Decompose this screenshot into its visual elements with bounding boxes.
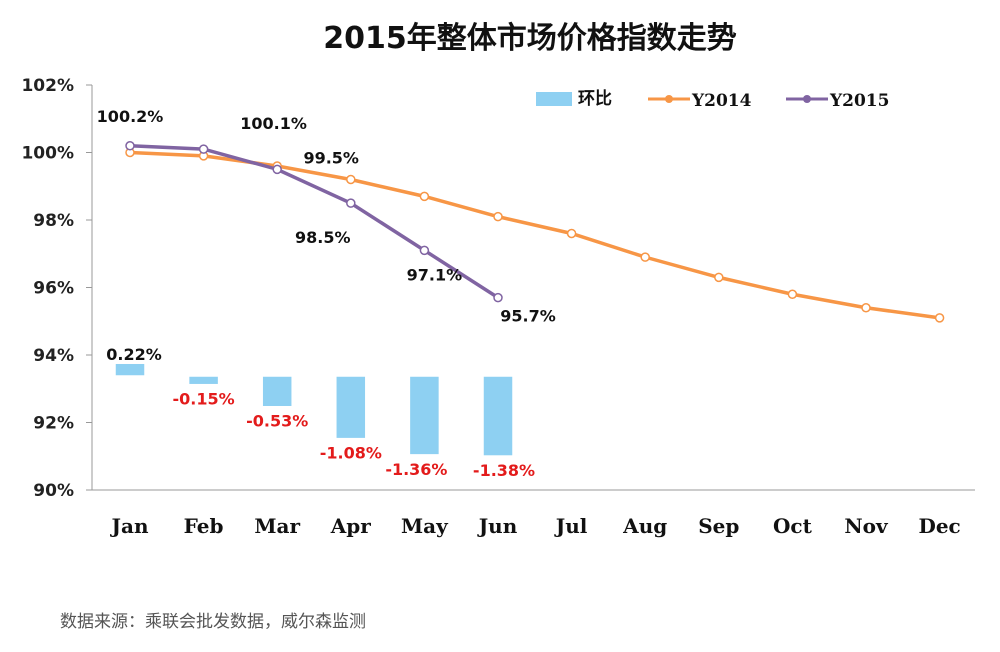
point-y2014 [934, 313, 945, 323]
bar-mom-jun [482, 375, 514, 457]
x-tick-label: May [401, 514, 449, 538]
line-y2014 [129, 150, 940, 320]
point-y2014 [419, 191, 430, 202]
source-note: 数据来源：乘联会批发数据，威尔森监测 [60, 612, 366, 632]
x-tick-label: Mar [254, 514, 300, 538]
bar-mom-feb [187, 375, 220, 386]
x-tick-label: Dec [918, 514, 960, 538]
y2015-data-label: 97.1% [407, 265, 463, 284]
bar-mom-may [408, 375, 441, 456]
x-tick-label: Nov [844, 514, 889, 538]
point-y2015 [198, 144, 209, 154]
x-tick-label: Aug [622, 514, 667, 538]
y-tick-label: 98% [33, 211, 74, 231]
bar-mom-apr [335, 375, 367, 440]
legend-y2015-marker [803, 95, 811, 103]
legend-bar-swatch [536, 92, 572, 106]
x-tick-label: Jun [477, 514, 518, 538]
legend-y2014-marker [665, 95, 673, 103]
legend-label-bar: 环比 [578, 88, 612, 109]
point-y2014 [787, 289, 798, 299]
x-tick-label: Feb [184, 514, 224, 538]
y-tick-label: 92% [33, 414, 74, 434]
point-y2015 [419, 245, 430, 256]
point-y2015 [125, 141, 135, 151]
legend-label-y2015: Y2015 [829, 91, 889, 111]
y2015-data-label: 98.5% [295, 228, 351, 247]
point-y2014 [346, 174, 356, 185]
x-tick-label: Jul [554, 514, 588, 538]
chart-title: 2015年整体市场价格指数走势 [323, 21, 737, 56]
x-tick-label: Oct [773, 514, 813, 538]
y-tick-label: 100% [21, 144, 74, 164]
point-y2015 [272, 164, 282, 175]
x-tick-label: Jan [110, 514, 149, 538]
bar-data-label: 0.22% [106, 345, 162, 364]
line-y2015 [129, 144, 499, 300]
legend-label-y2014: Y2014 [691, 91, 752, 111]
y-tick-label: 94% [33, 346, 74, 366]
y2015-data-label: 95.7% [500, 307, 556, 326]
bar-data-label: -1.36% [385, 460, 447, 479]
y2015-data-label: 100.1% [240, 114, 307, 133]
bar-mom-mar [261, 375, 293, 408]
y2015-data-label: 100.2% [97, 107, 164, 126]
point-y2015 [346, 198, 356, 208]
bar-mom-jan [114, 362, 146, 377]
point-y2014 [714, 272, 724, 283]
bar-data-label: -0.53% [246, 412, 308, 431]
point-y2014 [566, 228, 577, 239]
legend: 环比 Y2014 Y2015 [536, 88, 889, 111]
y-tick-label: 102% [21, 76, 74, 96]
point-y2014 [640, 252, 650, 262]
point-y2014 [493, 211, 503, 222]
y-tick-label: 96% [33, 279, 74, 299]
x-tick-label: Apr [330, 514, 372, 538]
y2015-data-label: 99.5% [303, 148, 359, 167]
bar-data-label: -1.38% [473, 461, 535, 480]
bar-data-label: -0.15% [173, 390, 235, 409]
point-y2015 [493, 292, 503, 303]
y-tick-label: 90% [33, 481, 74, 501]
bar-data-label: -1.08% [320, 444, 382, 463]
x-tick-label: Sep [698, 514, 739, 538]
point-y2014 [861, 303, 871, 313]
